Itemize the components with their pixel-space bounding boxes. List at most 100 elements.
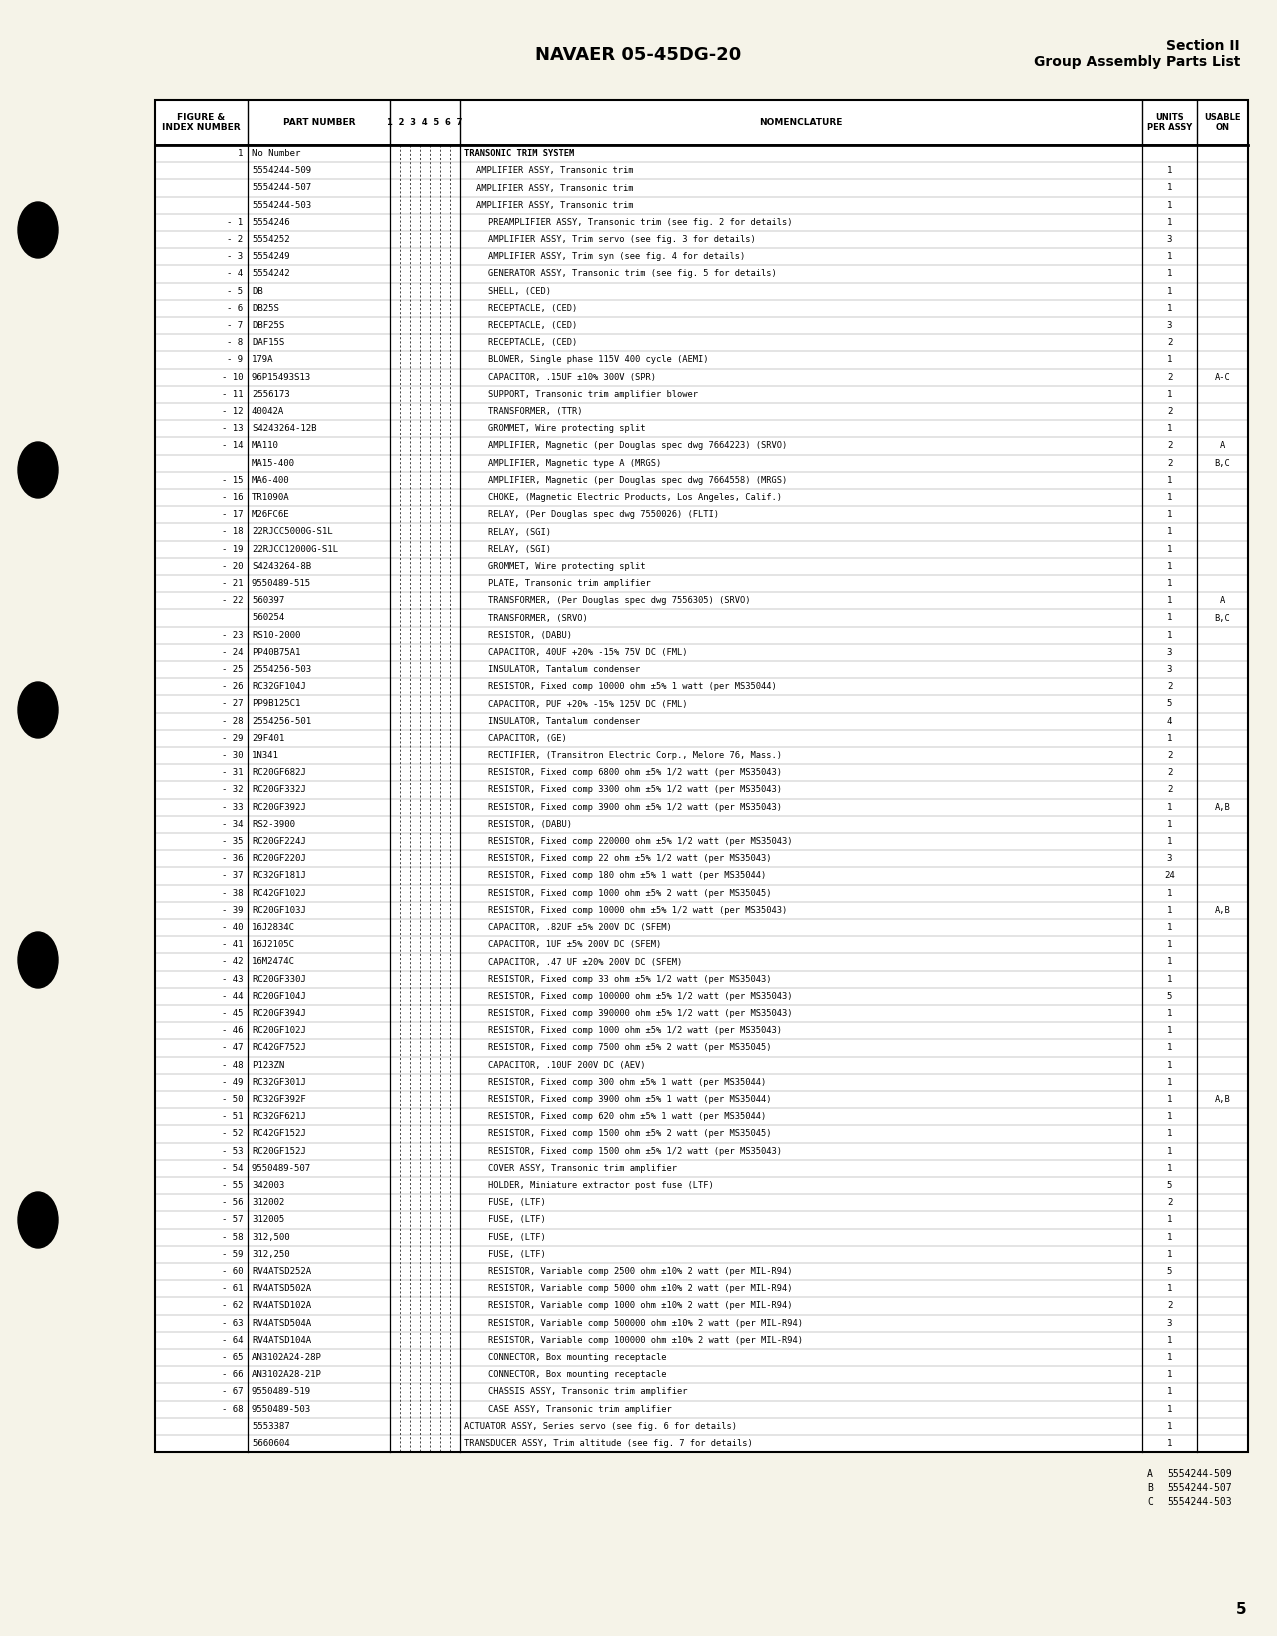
- Text: - 65: - 65: [221, 1353, 243, 1363]
- Text: RC20GF392J: RC20GF392J: [252, 803, 305, 811]
- Text: 1: 1: [1167, 1129, 1172, 1139]
- Text: 5553387: 5553387: [252, 1422, 290, 1432]
- Text: 2: 2: [1167, 682, 1172, 692]
- Text: No Number: No Number: [252, 149, 300, 159]
- Text: RC32GF104J: RC32GF104J: [252, 682, 305, 692]
- Text: - 30: - 30: [221, 751, 243, 761]
- Text: DAF15S: DAF15S: [252, 339, 285, 347]
- Text: HOLDER, Miniature extractor post fuse (LTF): HOLDER, Miniature extractor post fuse (L…: [488, 1181, 714, 1189]
- Text: 1: 1: [1167, 201, 1172, 209]
- Text: 1: 1: [1167, 424, 1172, 434]
- Text: A: A: [1220, 442, 1225, 450]
- Text: RESISTOR, Variable comp 500000 ohm ±10% 2 watt (per MIL-R94): RESISTOR, Variable comp 500000 ohm ±10% …: [488, 1319, 803, 1328]
- Text: CONNECTOR, Box mounting receptacle: CONNECTOR, Box mounting receptacle: [488, 1353, 667, 1363]
- Text: 96P15493S13: 96P15493S13: [252, 373, 312, 381]
- Text: RC42GF102J: RC42GF102J: [252, 888, 305, 898]
- Text: RC20GF102J: RC20GF102J: [252, 1026, 305, 1036]
- Text: - 32: - 32: [221, 785, 243, 795]
- Text: 5660604: 5660604: [252, 1440, 290, 1448]
- Text: 3: 3: [1167, 236, 1172, 244]
- Text: 1: 1: [1167, 355, 1172, 365]
- Text: 5: 5: [1167, 1268, 1172, 1276]
- Text: 1: 1: [1167, 218, 1172, 227]
- Text: 3: 3: [1167, 666, 1172, 674]
- Text: - 28: - 28: [221, 717, 243, 726]
- Text: - 23: - 23: [221, 631, 243, 640]
- Text: - 67: - 67: [221, 1387, 243, 1397]
- Text: - 59: - 59: [221, 1250, 243, 1258]
- Text: - 15: - 15: [221, 476, 243, 484]
- Text: RESISTOR, Variable comp 100000 ohm ±10% 2 watt (per MIL-R94): RESISTOR, Variable comp 100000 ohm ±10% …: [488, 1337, 803, 1345]
- Bar: [155, 100, 1248, 146]
- Text: 1: 1: [1167, 1371, 1172, 1379]
- Text: - 2: - 2: [227, 236, 243, 244]
- Text: - 17: - 17: [221, 510, 243, 519]
- Text: 2556173: 2556173: [252, 389, 290, 399]
- Text: - 40: - 40: [221, 923, 243, 933]
- Text: GROMMET, Wire protecting split: GROMMET, Wire protecting split: [488, 424, 645, 434]
- Text: - 19: - 19: [221, 545, 243, 553]
- Text: CAPACITOR, .47 UF ±20% 200V DC (SFEM): CAPACITOR, .47 UF ±20% 200V DC (SFEM): [488, 957, 682, 967]
- Text: - 1: - 1: [227, 218, 243, 227]
- Text: RC32GF392F: RC32GF392F: [252, 1094, 305, 1104]
- Text: UNITS
PER ASSY: UNITS PER ASSY: [1147, 113, 1193, 133]
- Text: P123ZN: P123ZN: [252, 1060, 285, 1070]
- Text: S4243264-12B: S4243264-12B: [252, 424, 317, 434]
- Text: DB: DB: [252, 286, 263, 296]
- Text: TRANSFORMER, (SRVO): TRANSFORMER, (SRVO): [488, 614, 587, 623]
- Text: - 26: - 26: [221, 682, 243, 692]
- Ellipse shape: [18, 1193, 57, 1248]
- Text: NOMENCLATURE: NOMENCLATURE: [760, 118, 843, 128]
- Text: - 8: - 8: [227, 339, 243, 347]
- Text: Group Assembly Parts List: Group Assembly Parts List: [1033, 56, 1240, 69]
- Text: RECEPTACLE, (CED): RECEPTACLE, (CED): [488, 321, 577, 330]
- Text: RESISTOR, Fixed comp 1000 ohm ±5% 2 watt (per MS35045): RESISTOR, Fixed comp 1000 ohm ±5% 2 watt…: [488, 888, 771, 898]
- Text: 1: 1: [1167, 167, 1172, 175]
- Text: RC32GF301J: RC32GF301J: [252, 1078, 305, 1086]
- Text: PP40B75A1: PP40B75A1: [252, 648, 300, 658]
- Text: A,B: A,B: [1214, 803, 1230, 811]
- Text: CAPACITOR, .82UF ±5% 200V DC (SFEM): CAPACITOR, .82UF ±5% 200V DC (SFEM): [488, 923, 672, 933]
- Text: MA15-400: MA15-400: [252, 458, 295, 468]
- Text: RV4ATSD102A: RV4ATSD102A: [252, 1302, 312, 1310]
- Text: 2: 2: [1167, 785, 1172, 795]
- Text: 1: 1: [1167, 1163, 1172, 1173]
- Text: PP9B125C1: PP9B125C1: [252, 700, 300, 708]
- Text: - 7: - 7: [227, 321, 243, 330]
- Text: INSULATOR, Tantalum condenser: INSULATOR, Tantalum condenser: [488, 666, 640, 674]
- Text: RC20GF104J: RC20GF104J: [252, 991, 305, 1001]
- Text: - 36: - 36: [221, 854, 243, 864]
- Text: - 4: - 4: [227, 270, 243, 278]
- Text: RV4ATSD252A: RV4ATSD252A: [252, 1268, 312, 1276]
- Text: 2: 2: [1167, 373, 1172, 381]
- Text: 1: 1: [1167, 1026, 1172, 1036]
- Text: - 5: - 5: [227, 286, 243, 296]
- Text: - 14: - 14: [221, 442, 243, 450]
- Text: 3: 3: [1167, 854, 1172, 864]
- Text: RESISTOR, Fixed comp 22 ohm ±5% 1/2 watt (per MS35043): RESISTOR, Fixed comp 22 ohm ±5% 1/2 watt…: [488, 854, 771, 864]
- Ellipse shape: [18, 933, 57, 988]
- Text: RV4ATSD504A: RV4ATSD504A: [252, 1319, 312, 1328]
- Text: RC32GF621J: RC32GF621J: [252, 1112, 305, 1121]
- Text: 1: 1: [1167, 492, 1172, 502]
- Text: FUSE, (LTF): FUSE, (LTF): [488, 1216, 545, 1224]
- Text: RECTIFIER, (Transitron Electric Corp., Melore 76, Mass.): RECTIFIER, (Transitron Electric Corp., M…: [488, 751, 782, 761]
- Text: - 56: - 56: [221, 1198, 243, 1207]
- Text: RESISTOR, Fixed comp 620 ohm ±5% 1 watt (per MS35044): RESISTOR, Fixed comp 620 ohm ±5% 1 watt …: [488, 1112, 766, 1121]
- Text: AN3102A24-28P: AN3102A24-28P: [252, 1353, 322, 1363]
- Text: 1: 1: [1167, 923, 1172, 933]
- Text: RS10-2000: RS10-2000: [252, 631, 300, 640]
- Text: 5554244-509: 5554244-509: [1167, 1469, 1231, 1479]
- Text: RESISTOR, Variable comp 1000 ohm ±10% 2 watt (per MIL-R94): RESISTOR, Variable comp 1000 ohm ±10% 2 …: [488, 1302, 793, 1310]
- Text: - 16: - 16: [221, 492, 243, 502]
- Text: - 63: - 63: [221, 1319, 243, 1328]
- Text: AMPLIFIER ASSY, Transonic trim: AMPLIFIER ASSY, Transonic trim: [476, 167, 633, 175]
- Text: 1: 1: [1167, 476, 1172, 484]
- Text: 1: 1: [1167, 803, 1172, 811]
- Bar: [155, 100, 1248, 1453]
- Text: - 20: - 20: [221, 561, 243, 571]
- Text: RV4ATSD104A: RV4ATSD104A: [252, 1337, 312, 1345]
- Text: RC20GF332J: RC20GF332J: [252, 785, 305, 795]
- Text: - 24: - 24: [221, 648, 243, 658]
- Text: RC20GF330J: RC20GF330J: [252, 975, 305, 983]
